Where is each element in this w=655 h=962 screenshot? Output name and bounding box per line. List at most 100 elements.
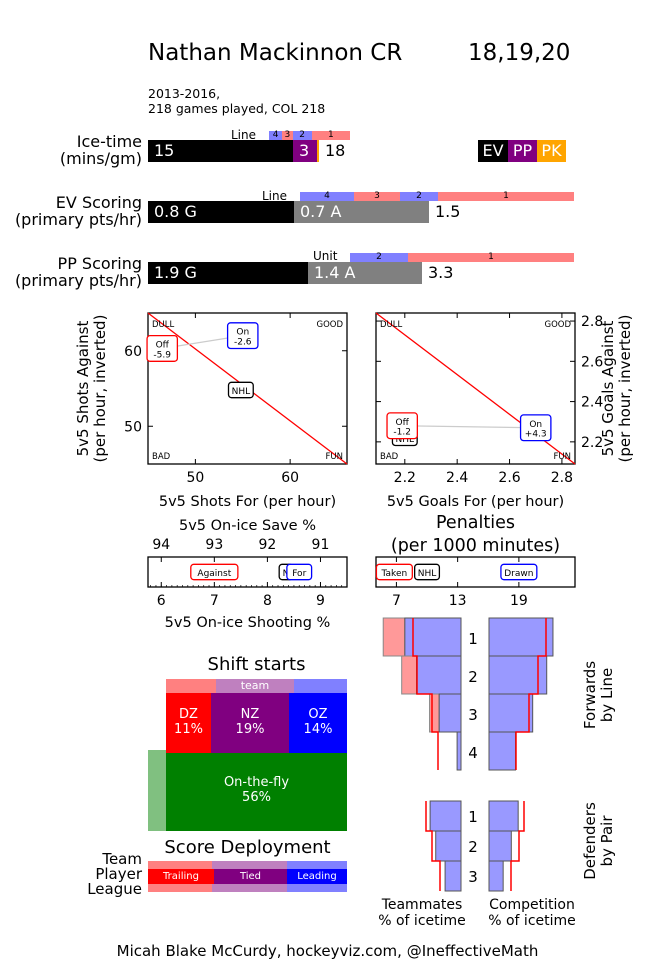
pp-assists-bar [308,262,422,284]
team-otf-bar [148,750,166,831]
penalty-point-drawn-box [500,563,538,581]
icetime-line-2: 2 [292,131,312,140]
icetime-label-2: (mins/gm) [59,149,142,168]
penalty-point-nhl-box [414,563,441,581]
row-league: League [87,880,142,898]
shooting-tick-label: 8 [263,593,272,609]
team-nz-bar: team [216,679,294,693]
shooting-xlabel: 5v5 On-ice Shooting % [165,615,331,631]
goals-chart-ylabel-1: (per hour, inverted) [616,315,634,463]
forwards-label-2: by Line [598,668,616,722]
zone-oz-pct: 14% [303,722,333,737]
icetime-label: Ice-time (mins/gm) [60,133,142,167]
ev-scoring-label-2: (primary pts/hr) [14,210,142,229]
icetime-pp-value: 3 [299,141,310,160]
shooting-point-against-box [190,563,239,581]
zone-nz-pct: 19% [235,722,265,737]
save-tick-label: 92 [258,537,276,553]
zone-nz: NZ 19% [211,693,289,753]
icetime-label-1: Ice-time [76,132,142,151]
goals-chart-point-off-box [386,412,418,440]
goals-chart-point-on-box [519,414,552,442]
seasons: 18,19,20 [468,40,571,66]
zone-dz-pct: 11% [174,722,203,737]
pp-scoring-label-1: PP Scoring [57,254,142,273]
goals-chart-ytick-label: 2.4 [581,395,603,411]
def-teammates-league-outline [425,801,441,891]
goals-chart-xtick-label: 2.6 [498,470,520,486]
zone-dz: DZ 11% [166,693,211,753]
score-deployment-title: Score Deployment [164,837,331,858]
pp-scoring-label: PP Scoring (primary pts/hr) [15,255,142,289]
goals-chart-point-off-label-1: -1.2 [393,428,411,438]
def-pair-label-2: 2 [468,838,478,856]
fwd-competition-line-3 [488,693,534,733]
legend-pk: PK [537,140,566,162]
icetime-line-label: Line [231,128,257,142]
trailing-player-bar: Trailing [148,869,214,884]
teammates-label: Teammates % of icetime [367,897,477,929]
penalty-point-drawn-label-0: Drawn [504,569,533,579]
fwd-teammates-line-3 [438,693,462,733]
zone-oz: OZ 14% [289,693,347,753]
shooting-point-for-label-0: For [292,569,306,579]
shooting-point-against-label-0: Against [197,569,231,579]
icetime-ev-bar [148,140,293,162]
fwd-line-label-4: 4 [468,744,478,762]
goals-chart-point-on-label-1: +4.3 [525,430,547,440]
fwd-competition-league-outline [515,618,547,770]
goals-chart-ylabel-0: 5v5 Goals Against [599,320,617,456]
penalty-tick-label: 13 [449,593,467,609]
zone-otf-name: On-the-fly [223,775,290,790]
shots-chart-corner-dull: DULL [152,320,175,330]
pp-total: 3.3 [428,263,454,282]
fwd-competition-line-2 [488,655,548,695]
pp-unit-label: Unit [313,249,338,263]
ev-scoring-label-1: EV Scoring [55,193,142,212]
ev-line-3: 3 [354,192,400,201]
pp-unit-1: 1 [408,253,574,262]
ev-assists-bar [294,201,429,223]
shots-chart-point-on-label-0: On [236,328,249,338]
goals-chart-corner-bad: BAD [380,452,399,462]
shots-chart-xtick-label: 60 [281,470,299,486]
fwd-competition-line-1 [488,617,554,657]
pp-unit-2: 2 [350,253,408,262]
forwards-label-1: Forwards [581,661,599,729]
penalty-tick-label: 7 [392,593,401,609]
penalty-point-taken-box [375,563,413,581]
icetime-pp-bar [293,140,317,162]
shots-chart-ylabel-1: (per hour, inverted) [91,315,109,463]
penalty-tick-label: 19 [510,593,528,609]
save-tick-label: 91 [312,537,330,553]
ev-line-label: Line [262,189,288,203]
goals-chart-xtick-label: 2.4 [446,470,468,486]
pp-scoring-label-2: (primary pts/hr) [14,271,142,290]
teammates-label-2: % of icetime [378,913,466,929]
shots-chart-point-nhl-label-0: NHL [232,387,251,397]
icetime-pk-bar [317,140,319,162]
save-pct-title: 5v5 On-ice Save % [179,518,316,534]
competition-label: Competition % of icetime [477,897,587,929]
icetime-line-3: 3 [282,131,293,140]
goals-chart-corner-dull: DULL [380,320,403,330]
ev-assists-value: 0.7 A [300,202,342,221]
shots-chart-point-nhl-box [227,381,254,399]
goals-chart-point-off-label-0: Off [396,418,410,428]
ev-scoring-label: EV Scoring (primary pts/hr) [15,194,142,228]
zone-dz-name: DZ [179,707,198,722]
row-player: Player [95,865,142,883]
shooting-strip-frame [147,556,348,588]
ev-goals-bar [148,201,294,223]
score-rows: Team Player League [87,852,142,897]
fwd-teammates-line-1 [404,617,462,657]
games-played: 218 games played, COL 218 [148,101,326,116]
shots-chart-point-on-box [226,322,259,350]
shooting-tick-label: 7 [210,593,219,609]
shots-chart-point-on-label-1: -2.6 [234,338,252,348]
team-dz-bar [166,679,216,693]
teammates-label-1: Teammates [381,897,463,913]
zone-otf: On-the-fly 56% [166,753,347,831]
penalties-title-1: Penalties [436,513,515,533]
tied-player-bar: Tied [214,869,287,884]
